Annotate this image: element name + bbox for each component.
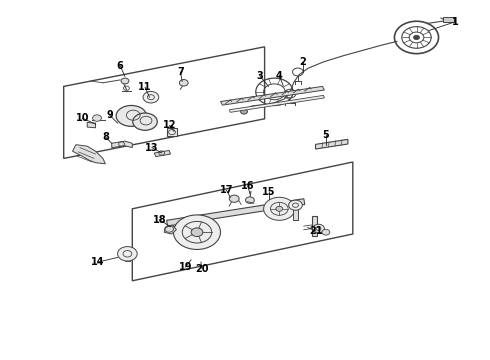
Circle shape [143, 91, 159, 103]
Circle shape [264, 197, 295, 220]
Text: 12: 12 [163, 120, 176, 130]
Text: 4: 4 [276, 71, 283, 81]
Circle shape [289, 200, 302, 210]
Ellipse shape [133, 113, 157, 130]
Text: 17: 17 [220, 185, 233, 195]
Text: 2: 2 [299, 57, 306, 67]
Text: 1: 1 [452, 17, 459, 27]
Text: 20: 20 [195, 264, 209, 274]
Text: 9: 9 [106, 110, 113, 120]
Text: 13: 13 [145, 143, 159, 153]
Text: 8: 8 [102, 132, 109, 142]
Circle shape [173, 215, 220, 249]
Polygon shape [154, 150, 171, 157]
Circle shape [241, 109, 247, 114]
Text: 5: 5 [322, 130, 329, 140]
Text: 18: 18 [152, 215, 166, 225]
Circle shape [245, 197, 254, 203]
Circle shape [121, 78, 129, 84]
Text: 15: 15 [262, 186, 275, 197]
Text: 6: 6 [117, 60, 123, 71]
Polygon shape [73, 145, 105, 164]
Circle shape [179, 80, 188, 86]
Bar [312, 216, 317, 236]
Polygon shape [112, 141, 132, 148]
Circle shape [118, 247, 137, 261]
Text: 21: 21 [309, 226, 323, 236]
Bar [167, 128, 177, 136]
Polygon shape [220, 86, 324, 105]
Polygon shape [164, 225, 176, 234]
Circle shape [93, 115, 101, 121]
Polygon shape [167, 199, 305, 226]
Text: 14: 14 [91, 257, 105, 267]
Text: 11: 11 [138, 82, 152, 92]
Circle shape [414, 35, 419, 40]
Text: 19: 19 [178, 262, 192, 272]
Text: 10: 10 [75, 113, 89, 123]
Circle shape [229, 195, 239, 202]
Text: 16: 16 [241, 181, 255, 192]
Polygon shape [87, 122, 96, 128]
Circle shape [313, 224, 324, 233]
Bar [293, 203, 298, 220]
Circle shape [276, 206, 283, 211]
Circle shape [322, 229, 330, 235]
Circle shape [191, 228, 203, 237]
Bar [443, 17, 454, 22]
Ellipse shape [116, 105, 147, 126]
Text: 7: 7 [177, 67, 184, 77]
Polygon shape [316, 139, 348, 149]
Polygon shape [229, 95, 324, 112]
Text: 3: 3 [256, 71, 263, 81]
